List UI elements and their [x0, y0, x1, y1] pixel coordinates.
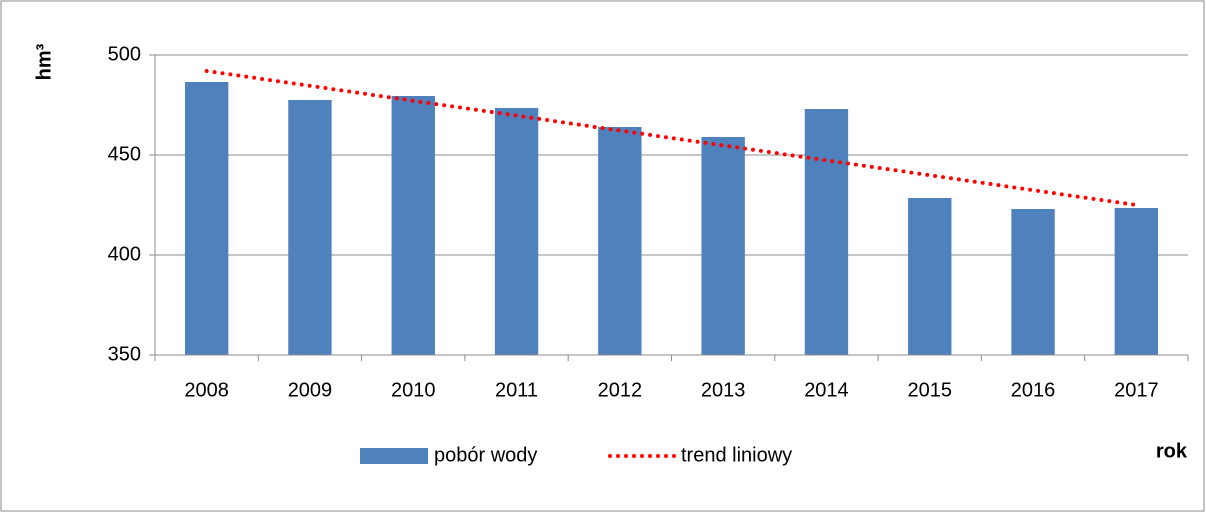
x-tick-label: 2012	[598, 379, 643, 401]
bar	[391, 96, 435, 355]
legend-label: trend liniowy	[681, 444, 792, 466]
y-tick-label: 350	[108, 343, 141, 365]
x-tick-label: 2015	[908, 379, 953, 401]
bar	[701, 137, 745, 355]
bar	[1011, 209, 1055, 355]
legend-label: pobór wody	[434, 444, 537, 466]
x-tick-label: 2014	[804, 379, 849, 401]
y-tick-label: 450	[108, 143, 141, 165]
x-tick-label: 2013	[701, 379, 746, 401]
y-axis-label: hm³	[33, 43, 55, 80]
x-tick-label: 2008	[184, 379, 229, 401]
x-axis-label: rok	[1156, 440, 1188, 462]
x-tick-label: 2009	[288, 379, 333, 401]
y-tick-label: 500	[108, 43, 141, 65]
bar	[1114, 208, 1159, 355]
legend-swatch	[360, 448, 428, 464]
bar	[494, 108, 539, 355]
y-tick-label: 400	[108, 243, 141, 265]
bar	[598, 127, 642, 355]
bar	[908, 198, 952, 355]
trend-line	[204, 69, 1139, 207]
bar	[804, 109, 849, 355]
x-tick-label: 2010	[391, 379, 436, 401]
bar	[184, 82, 229, 355]
x-tick-label: 2016	[1011, 379, 1056, 401]
x-tick-label: 2011	[495, 379, 538, 401]
bar	[288, 100, 332, 355]
x-tick-label: 2017	[1114, 379, 1159, 401]
